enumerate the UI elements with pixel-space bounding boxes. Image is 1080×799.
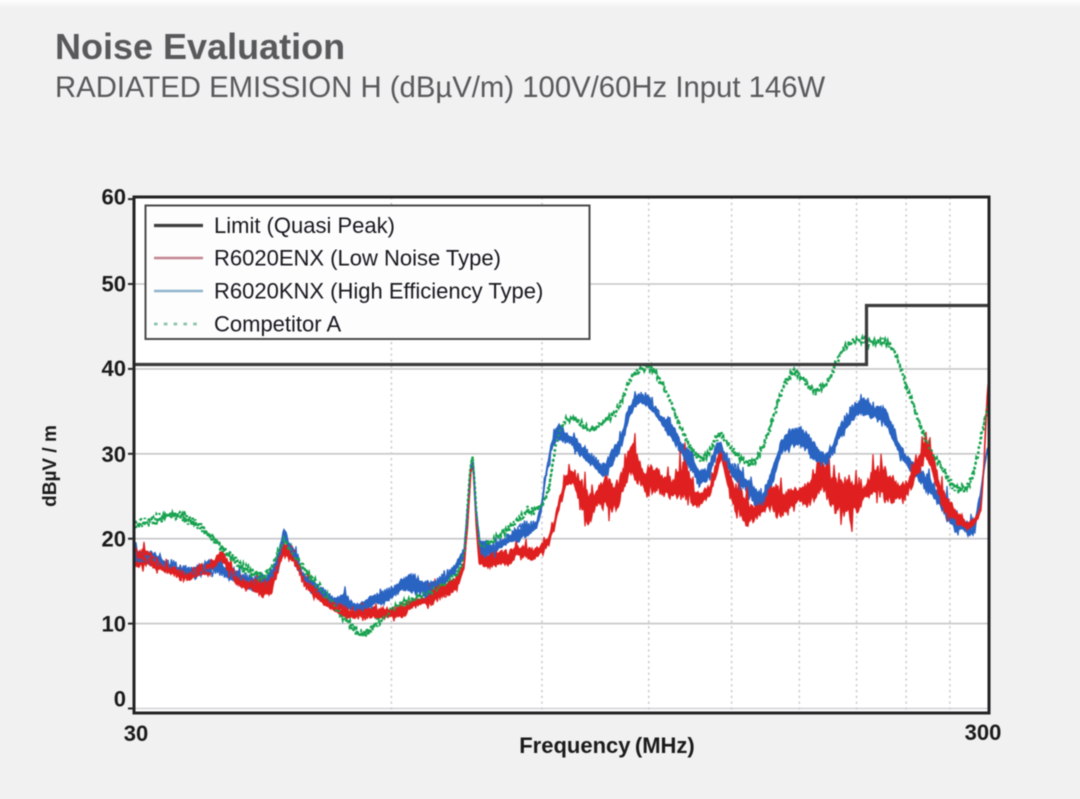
svg-text:50: 50 — [102, 272, 126, 297]
svg-text:60: 60 — [102, 185, 126, 210]
svg-text:40: 40 — [102, 356, 126, 381]
svg-text:R6020ENX (Low Noise Type): R6020ENX (Low Noise Type) — [214, 245, 501, 270]
svg-text:0: 0 — [114, 687, 126, 712]
svg-text:30: 30 — [102, 442, 126, 467]
svg-text:RADIATED EMISSION H (dBµV/m) 1: RADIATED EMISSION H (dBµV/m) 100V/60Hz I… — [55, 71, 826, 104]
svg-text:Competitor A: Competitor A — [214, 311, 341, 336]
svg-text:30: 30 — [124, 721, 148, 746]
svg-text:R6020KNX (High Efficiency Type: R6020KNX (High Efficiency Type) — [214, 278, 543, 303]
svg-text:dBµV / m: dBµV / m — [40, 425, 61, 507]
svg-text:20: 20 — [102, 527, 126, 552]
svg-text:10: 10 — [102, 612, 126, 637]
svg-text:Limit (Quasi Peak): Limit (Quasi Peak) — [214, 213, 395, 238]
svg-text:300: 300 — [965, 720, 1002, 745]
svg-text:Noise Evaluation: Noise Evaluation — [55, 26, 345, 67]
svg-text:Frequency (MHz): Frequency (MHz) — [519, 733, 695, 758]
